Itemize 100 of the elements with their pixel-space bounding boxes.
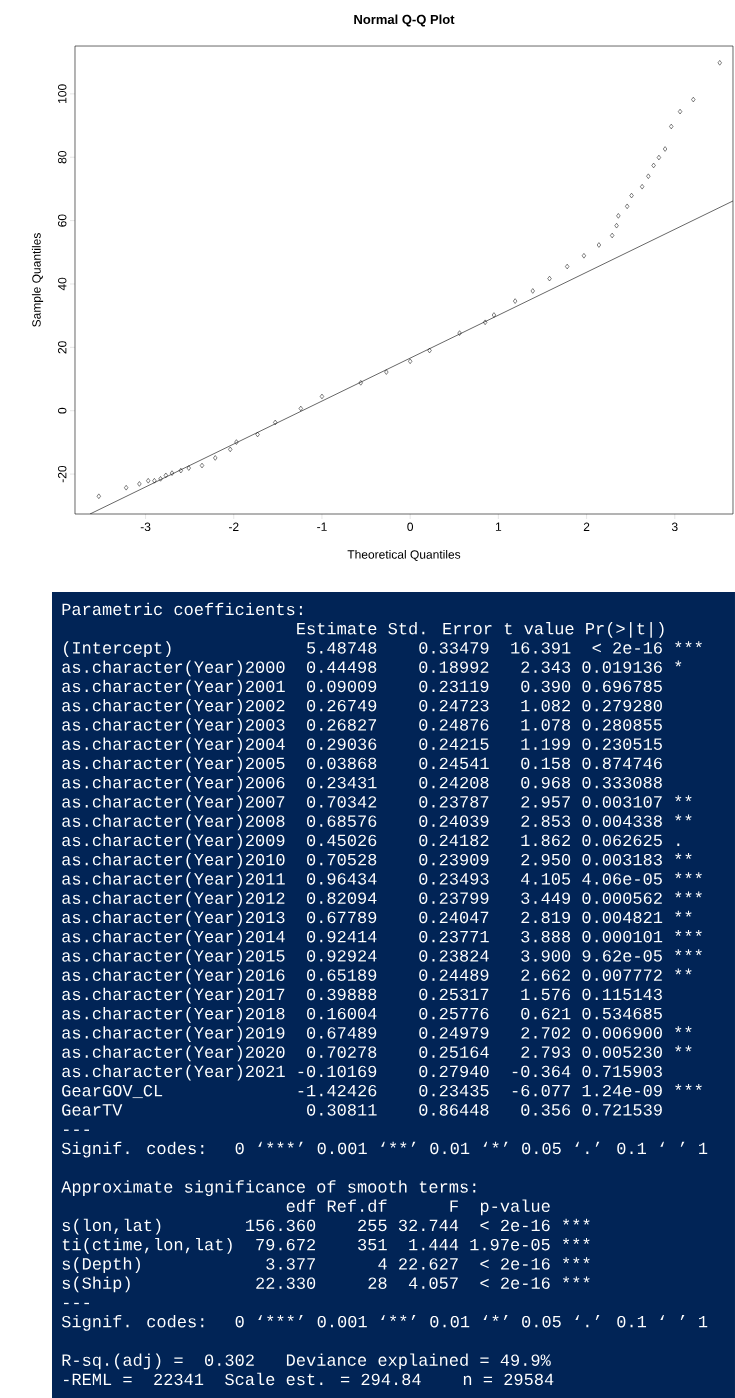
point	[384, 369, 389, 375]
text: as.character(Year)2005 0.03868 0.24541 0.158 0.874746	[62, 756, 662, 773]
text: GearGOV_CL -1.42426 0.23435 -6.077 1.24e-09 ***	[62, 1083, 702, 1099]
point	[163, 472, 168, 479]
point	[146, 478, 151, 484]
point	[319, 393, 325, 400]
point	[169, 470, 175, 476]
text: Signif. codes: 0 ‘***’	[61, 1314, 303, 1331]
text: as.character(Year)2007 0.70342 0.23787 2.957 0.003107 **	[62, 795, 692, 812]
point	[124, 485, 129, 491]
text: as.character(Year)2021 -0.10169 0.27940 -0.364 0.715903	[62, 1064, 662, 1081]
y-tick-label: 60	[57, 214, 67, 227]
text: as.character(Year)2013 0.67789 0.24047 2.819 0.004821 **	[62, 910, 692, 927]
text: as.character(Year)2018 0.16004 0.25776 0.621 0.534685	[62, 1006, 662, 1023]
x-tick-label: 3	[671, 522, 678, 532]
point	[656, 154, 661, 161]
text: as.character(Year)2020 0.70278 0.25164 2.793 0.005230 **	[62, 1045, 692, 1062]
point	[491, 312, 497, 318]
point	[691, 96, 696, 103]
y-tick-label: 80	[57, 151, 67, 164]
point	[663, 146, 668, 152]
text: as.character(Year)2004 0.29036 0.24215 1.199 0.230515	[62, 737, 662, 754]
text: as.character(Year)2011 0.96434 0.23493 4.105 4.06e-05 ***	[62, 872, 702, 889]
point	[137, 481, 142, 487]
point	[228, 446, 233, 453]
text: GearTV 0.30811 0.86448 0.356 0.721539	[62, 1104, 662, 1116]
point	[640, 184, 645, 190]
text: edf Ref.df F p-value	[286, 1199, 550, 1216]
point	[483, 319, 488, 325]
point	[669, 123, 674, 130]
text: ---	[63, 1302, 90, 1305]
y-tick-label: 40	[57, 277, 67, 291]
text: 0.01 ‘*’ 0.05 ‘.’ 0.1 ‘ ’ 1	[430, 1141, 708, 1155]
text: as.character(Year)2000 0.44498 0.18992 2.343 0.019136 *	[62, 660, 682, 677]
point	[273, 419, 278, 426]
point	[651, 162, 656, 169]
point	[530, 288, 535, 294]
text: as.character(Year)2003 0.26827 0.24876 1.078 0.280855	[62, 718, 662, 735]
point	[408, 358, 413, 364]
text: as.character(Year)2015 0.92924 0.23824 3.900 9.62e-05 ***	[62, 949, 702, 966]
x-tick-label: -3	[140, 522, 151, 532]
point	[629, 192, 634, 199]
text: Signif. codes: 0 ‘***’	[61, 1141, 303, 1158]
text: 0.001 ‘**’	[317, 1141, 416, 1155]
point	[610, 232, 615, 239]
x-tick-label: 1	[495, 522, 502, 531]
text: as.character(Year)2019 0.67489 0.24979 2.702 0.006900 **	[62, 1026, 692, 1043]
point	[255, 431, 260, 438]
point	[298, 405, 303, 412]
x-tick-label: -1	[317, 522, 327, 531]
y-tick-label: 0	[57, 407, 67, 414]
text: as.character(Year)2009 0.45026 0.24182 1.862 0.062625 .	[62, 833, 680, 850]
x-tick-label: 0	[407, 522, 414, 532]
point	[213, 455, 218, 461]
point	[614, 223, 619, 229]
point	[625, 203, 630, 209]
x-axis-title: Theoretical Quantiles	[347, 549, 461, 561]
text: as.character(Year)2002 0.26749 0.24723 1.082 0.279280	[62, 698, 662, 715]
point	[96, 493, 101, 499]
point	[547, 275, 552, 282]
point	[717, 60, 722, 66]
point	[152, 478, 157, 484]
text: as.character(Year)2017 0.39888 0.25317 1.576 0.115143	[62, 987, 662, 1004]
text: as.character(Year)2016 0.65189 0.24489 2.662 0.007772 **	[62, 968, 692, 985]
point	[565, 263, 570, 270]
text: ti(ctime,lon,lat) 79.672 351 1.444 1.97e-05 ***	[62, 1237, 590, 1254]
text: as.character(Year)2010 0.70528 0.23909 2.950 0.003183 **	[62, 852, 692, 869]
text: as.character(Year)2001 0.09009 0.23119 0.390 0.696785	[62, 679, 662, 696]
x-tick-label: -2	[228, 522, 239, 531]
text: s(Ship) 22.330 28 4.057 < 2e-16 ***	[62, 1276, 590, 1293]
x-tick-label: 2	[583, 522, 590, 531]
y-tick-label: 100	[57, 84, 67, 103]
text: as.character(Year)2008 0.68576 0.24039 2.853 0.004338 **	[62, 814, 692, 831]
text: Parametric coefficients:	[62, 602, 302, 616]
text: Approximate significance of smooth terms:	[61, 1180, 476, 1197]
text: 0.001 ‘**’	[317, 1314, 416, 1328]
text: s(lon,lat) 156.360 255 32.744 < 2e-16 ***	[62, 1218, 590, 1235]
point	[596, 242, 601, 248]
point	[199, 462, 205, 469]
point	[158, 476, 163, 482]
point	[186, 465, 191, 471]
text: -REML = 22341 Scale est. = 294.84 n = 29584	[63, 1372, 554, 1386]
point	[178, 467, 183, 474]
text: 0.01 ‘*’ 0.05 ‘.’ 0.1 ‘ ’ 1	[430, 1314, 708, 1328]
text: (Intercept) 5.48748 0.33479 16.391 < 2e-16 ***	[64, 641, 702, 658]
point	[581, 253, 586, 259]
point	[427, 347, 432, 354]
y-tick-label: -20	[57, 465, 67, 483]
text: as.character(Year)2006 0.23431 0.24208 0.968 0.333088	[62, 775, 662, 792]
y-tick-label: 20	[57, 341, 67, 354]
point	[457, 330, 462, 336]
text: R-sq.(adj) = 0.302 Deviance explained = 49.9%	[62, 1353, 551, 1370]
point	[358, 380, 363, 386]
text: Estimate Std. Error t value Pr(>|t|)	[297, 621, 664, 638]
text: s(Depth) 3.377 4 22.627 < 2e-16 ***	[62, 1257, 590, 1274]
text: as.character(Year)2014 0.92414 0.23771 3.888 0.000101 ***	[62, 929, 702, 946]
y-axis-title: Sample Quantiles	[31, 233, 44, 327]
point	[616, 213, 621, 219]
text: ---	[63, 1129, 90, 1131]
point	[513, 298, 518, 304]
